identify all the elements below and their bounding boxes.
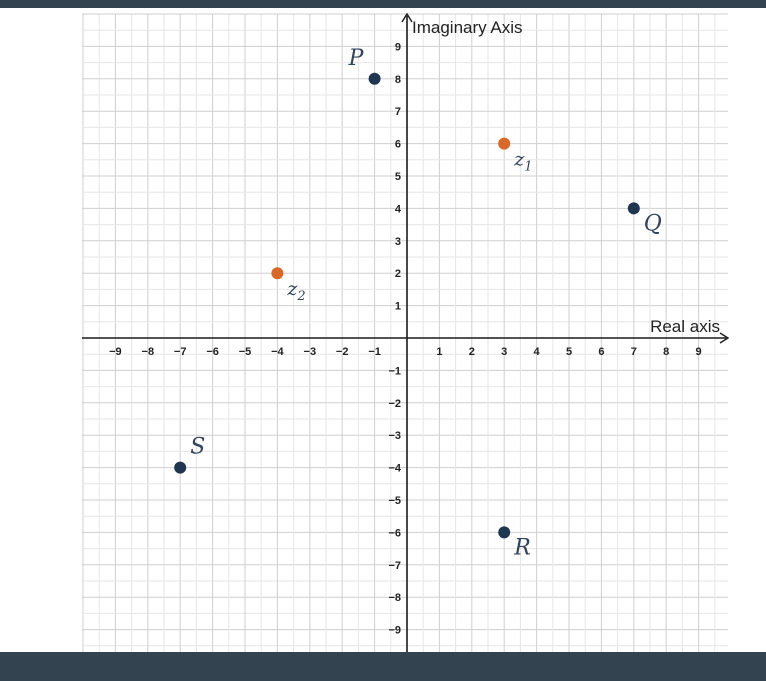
point-label: z1 xyxy=(513,149,532,175)
x-tick-label: 8 xyxy=(663,346,669,358)
y-tick-label: 1 xyxy=(395,301,401,313)
x-tick-label: −1 xyxy=(368,346,381,358)
x-tick-label: 3 xyxy=(501,346,507,358)
data-point xyxy=(627,202,640,215)
data-point xyxy=(271,267,284,280)
x-tick-label: −4 xyxy=(271,346,284,358)
data-point xyxy=(174,461,187,474)
y-tick-label: −6 xyxy=(388,527,401,539)
x-tick-label: −3 xyxy=(304,346,317,358)
y-tick-label: −4 xyxy=(388,463,401,475)
y-axis-label: Imaginary Axis xyxy=(412,18,523,37)
x-axis-label: Real axis xyxy=(650,317,720,336)
x-tick-label: 4 xyxy=(534,346,541,358)
x-tick-label: −7 xyxy=(174,346,187,358)
axes xyxy=(82,12,730,652)
x-tick-label: −5 xyxy=(239,346,252,358)
y-tick-label: −2 xyxy=(388,398,401,410)
x-tick-label: 5 xyxy=(566,346,572,358)
point-label: Q xyxy=(644,211,662,236)
y-tick-label: 7 xyxy=(395,106,401,118)
point-label: S xyxy=(190,435,205,460)
x-tick-label: −8 xyxy=(142,346,155,358)
complex-plane-chart: −9 −8 −7 −6 −5 −4 −3 −2 −1 1 2 3 4 5 6 7 8 9 9 8 7 6 5 4 3 2 1 −1 −2… xyxy=(82,12,730,652)
tick-labels: −9 −8 −7 −6 −5 −4 −3 −2 −1 1 2 3 4 5 6 7 8 9 9 8 7 6 5 4 3 2 1 −1 −2… xyxy=(109,41,702,636)
data-point xyxy=(498,526,511,539)
y-tick-label: −1 xyxy=(388,365,401,377)
y-tick-label: 8 xyxy=(395,74,401,86)
data-points: P Q R Sz1 z2 xyxy=(174,46,662,560)
y-tick-label: −3 xyxy=(388,430,401,442)
x-tick-label: 1 xyxy=(436,346,442,358)
top-bar xyxy=(0,0,766,8)
point-label-subscript: 2 xyxy=(296,289,305,304)
x-axis-arrow xyxy=(719,332,730,344)
y-tick-label: 2 xyxy=(395,268,401,280)
y-tick-label: 4 xyxy=(395,203,402,215)
y-tick-label: −9 xyxy=(388,625,401,637)
y-tick-label: 6 xyxy=(395,139,401,151)
y-tick-label: −5 xyxy=(388,495,401,507)
x-tick-label: −2 xyxy=(336,346,349,358)
point-label: P xyxy=(348,46,365,71)
bottom-bar xyxy=(0,652,766,681)
x-tick-label: −6 xyxy=(206,346,219,358)
y-tick-label: −8 xyxy=(388,592,401,604)
data-point xyxy=(498,137,511,150)
y-tick-label: 5 xyxy=(395,171,401,183)
y-tick-label: 9 xyxy=(395,41,401,53)
y-tick-label: 3 xyxy=(395,236,401,248)
grid xyxy=(82,13,728,652)
x-tick-label: 7 xyxy=(631,346,637,358)
x-tick-label: 9 xyxy=(696,346,702,358)
point-label: R xyxy=(513,535,531,560)
x-tick-label: −9 xyxy=(109,346,122,358)
x-tick-label: 6 xyxy=(598,346,604,358)
y-axis-arrow xyxy=(401,12,413,23)
data-point xyxy=(368,72,381,85)
point-label: z2 xyxy=(286,278,305,304)
y-tick-label: −7 xyxy=(388,560,401,572)
x-tick-label: 2 xyxy=(469,346,475,358)
point-label-subscript: 1 xyxy=(524,160,532,175)
